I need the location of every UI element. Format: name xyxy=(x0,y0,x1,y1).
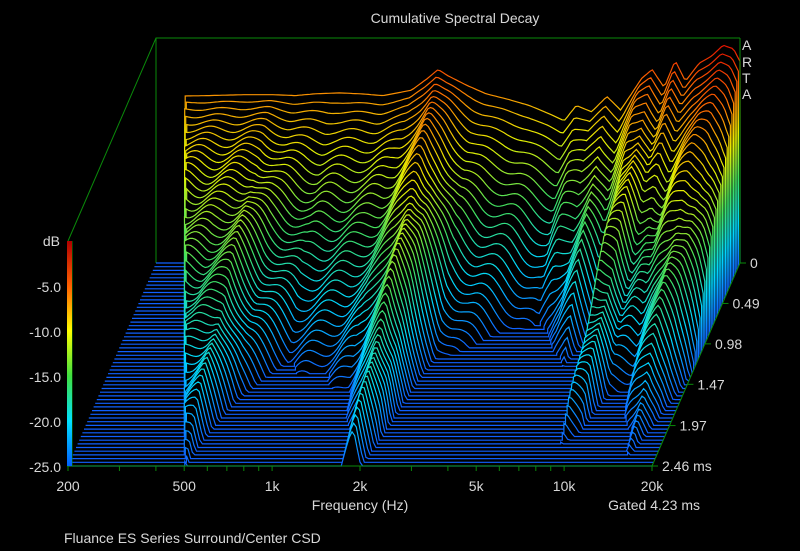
decay-slice xyxy=(114,237,700,360)
x-tick-label: 5k xyxy=(469,478,485,494)
decay-slice xyxy=(141,118,727,297)
decay-slice xyxy=(84,365,668,430)
decay-slice xyxy=(80,375,665,438)
x-tick-label: 2k xyxy=(353,478,369,494)
decay-slice xyxy=(140,126,725,301)
decay-slice xyxy=(71,413,656,460)
watermark-letter: A xyxy=(742,37,752,53)
decay-slice xyxy=(69,422,654,463)
decay-slice xyxy=(76,392,660,449)
decay-slice xyxy=(82,370,667,434)
x-tick-label: 500 xyxy=(173,478,197,494)
decay-slice xyxy=(127,195,712,330)
decay-slice xyxy=(100,301,684,393)
decay-slice xyxy=(130,179,716,323)
decay-slice xyxy=(116,232,701,356)
decay-slice xyxy=(88,352,673,419)
x-tick-label: 10k xyxy=(553,478,577,494)
decay-slice xyxy=(74,398,659,452)
decay-slice xyxy=(133,160,719,316)
decay-slice xyxy=(112,242,698,364)
decay-slice xyxy=(135,151,720,312)
x-tick-label: 1k xyxy=(265,478,281,494)
y-tick-label: -15.0 xyxy=(29,369,61,385)
axes: 0 0.49 0.98 1.47 1.97 2.46 ms 200 500 1k 2k 5k 10k 2… xyxy=(29,38,760,494)
decay-slice xyxy=(111,248,696,367)
time-tick-label: 1.47 xyxy=(697,376,724,392)
decay-slice xyxy=(144,101,730,290)
decay-slice xyxy=(154,53,740,268)
y-tick-label: -20.0 xyxy=(29,414,61,430)
gate-label: Gated 4.23 ms xyxy=(608,497,700,513)
decay-slice xyxy=(151,69,736,275)
decay-slice xyxy=(90,347,675,415)
y-tick-label: -10.0 xyxy=(29,324,61,340)
decay-slice xyxy=(101,292,686,390)
decay-slice xyxy=(77,386,662,445)
time-tick-label: 0.49 xyxy=(732,295,759,311)
slice-mask xyxy=(71,414,656,459)
decay-slice xyxy=(152,61,738,271)
decay-slice xyxy=(117,227,703,353)
decay-slice xyxy=(79,381,664,441)
decay-slice xyxy=(104,275,690,382)
decay-slice xyxy=(136,142,722,308)
time-tick-label: 2.46 ms xyxy=(662,458,712,474)
time-tick-label: 0.98 xyxy=(715,336,742,352)
watermark-letter: A xyxy=(742,86,752,102)
x-tick-label: 20k xyxy=(641,478,665,494)
time-axis xyxy=(651,262,741,467)
decay-slice xyxy=(143,110,728,294)
arta-watermark: A R T A xyxy=(742,37,752,102)
watermark-letter: T xyxy=(742,70,751,86)
decay-slice xyxy=(98,309,683,397)
decay-slice xyxy=(156,44,741,264)
color-scale-bar xyxy=(67,241,72,466)
decay-slice xyxy=(128,188,714,327)
decay-slice xyxy=(95,326,680,404)
x-tick-label: 200 xyxy=(56,478,80,494)
decay-slice xyxy=(138,134,724,305)
watermark-letter: R xyxy=(742,54,752,70)
decay-slices xyxy=(68,44,741,467)
decay-slice xyxy=(125,202,711,334)
decay-slice xyxy=(132,170,717,319)
slice-mask xyxy=(77,387,662,444)
time-tick-label: 1.97 xyxy=(680,418,707,434)
decay-slice xyxy=(92,340,676,412)
chart-title: Cumulative Spectral Decay xyxy=(371,10,540,26)
decay-slice xyxy=(106,267,691,378)
decay-slice xyxy=(93,333,678,408)
y-axis-label: dB xyxy=(43,233,60,249)
decay-slice xyxy=(148,85,733,283)
time-tick-label: 0 xyxy=(750,255,758,271)
slice-mask xyxy=(72,407,657,455)
decay-slice xyxy=(72,405,657,456)
y-tick-label: -5.0 xyxy=(37,279,61,295)
decay-slice xyxy=(96,318,681,401)
decay-slice xyxy=(122,214,708,342)
caption: Fluance ES Series Surround/Center CSD xyxy=(64,530,321,546)
decay-slice xyxy=(149,77,735,279)
decay-slice xyxy=(124,208,709,338)
x-axis-label: Frequency (Hz) xyxy=(312,497,408,513)
slice-mask xyxy=(79,381,664,441)
decay-slice xyxy=(146,93,732,286)
decay-slice xyxy=(109,253,695,371)
decay-slice xyxy=(119,223,704,349)
decay-slice xyxy=(120,218,706,345)
frame-lines xyxy=(67,37,740,263)
decay-slice xyxy=(103,283,688,386)
decay-slice xyxy=(108,260,693,375)
y-tick-label: -25.0 xyxy=(29,459,61,475)
